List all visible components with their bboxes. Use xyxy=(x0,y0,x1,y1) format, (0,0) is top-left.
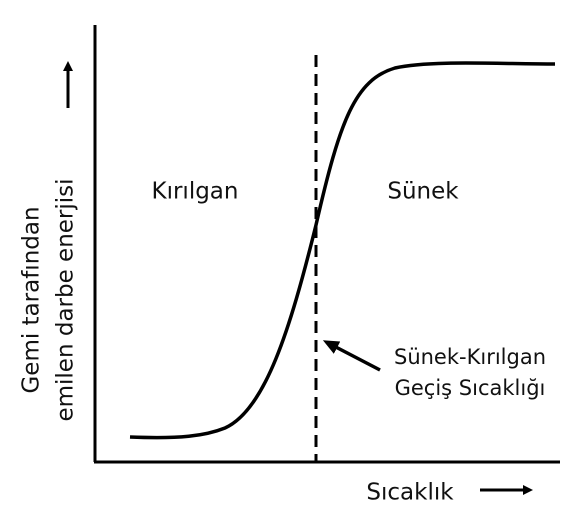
y-axis-label: emilen darbe enerjisi xyxy=(53,178,79,421)
annotation: Geçiş Sıcaklığı xyxy=(395,376,546,400)
annotation: Sünek-Kırılgan xyxy=(394,345,546,369)
region-label: Kırılgan xyxy=(152,179,239,205)
region-label: Sünek xyxy=(387,179,459,205)
curve xyxy=(129,61,556,440)
x-axis-label: Sıcaklık xyxy=(366,480,454,506)
y-axis-label: Gemi tarafından xyxy=(19,206,45,393)
annotation-arrow xyxy=(322,340,381,372)
